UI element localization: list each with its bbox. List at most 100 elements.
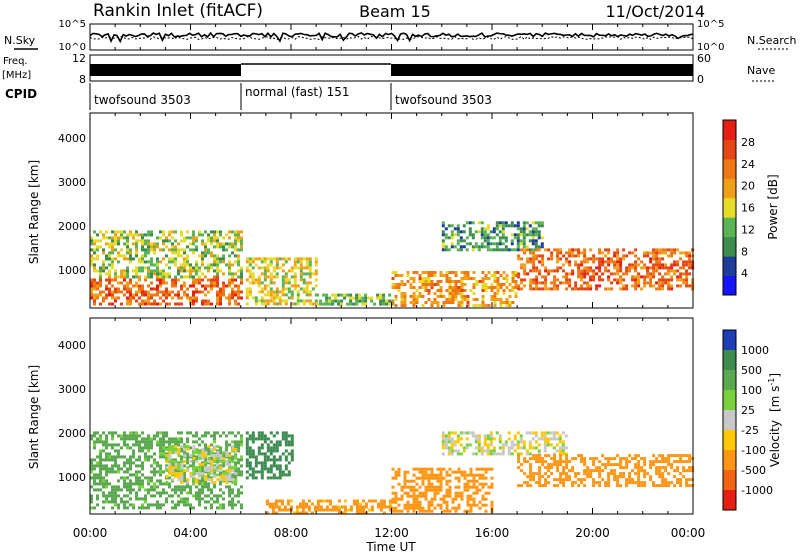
- heatmap-cell: [489, 440, 493, 444]
- heatmap-cell: [102, 449, 105, 453]
- heatmap-cell: [607, 269, 611, 273]
- heatmap-cell: [123, 284, 126, 288]
- heatmap-cell: [129, 257, 132, 261]
- heatmap-cell: [412, 301, 416, 304]
- heatmap-cell: [174, 472, 178, 475]
- heatmap-cell: [290, 275, 294, 279]
- heatmap-cell: [225, 263, 228, 267]
- heatmap-cell: [234, 302, 237, 306]
- heatmap-cell: [507, 431, 511, 435]
- heatmap-cell: [421, 482, 425, 486]
- heatmap-cell: [105, 485, 108, 489]
- heatmap-cell: [436, 479, 440, 483]
- heatmap-cell: [144, 497, 147, 501]
- heatmap-cell: [284, 473, 288, 477]
- heatmap-cell: [480, 236, 484, 240]
- heatmap-cell: [159, 437, 162, 441]
- heatmap-cell: [601, 469, 605, 473]
- heatmap-cell: [165, 287, 168, 291]
- heatmap-cell: [159, 272, 162, 276]
- heatmap-cell: [307, 508, 311, 512]
- heatmap-cell: [481, 304, 485, 307]
- heatmap-cell: [661, 466, 665, 470]
- heatmap-cell: [159, 482, 162, 486]
- heatmap-cell: [174, 445, 178, 448]
- heatmap-cell: [219, 469, 223, 472]
- heatmap-cell: [532, 254, 536, 258]
- heatmap-cell: [565, 454, 569, 458]
- heatmap-cell: [646, 281, 650, 285]
- heatmap-cell: [165, 296, 168, 300]
- freq-ytick-bottom: 8: [79, 73, 86, 86]
- heatmap-cell: [201, 472, 205, 475]
- heatmap-cell: [495, 227, 499, 231]
- heatmap-cell: [556, 460, 560, 464]
- heatmap-cell: [266, 458, 270, 462]
- heatmap-cell: [296, 302, 300, 306]
- heatmap-cell: [99, 278, 102, 282]
- heatmap-cell: [535, 460, 539, 464]
- heatmap-cell: [281, 278, 285, 282]
- heatmap-cell: [493, 274, 497, 277]
- heatmap-cell: [424, 497, 428, 501]
- heatmap-cell: [448, 289, 452, 292]
- heatmap-cell: [123, 503, 126, 507]
- heatmap-cell: [427, 271, 431, 274]
- heatmap-cell: [685, 272, 689, 276]
- heatmap-cell: [168, 275, 171, 279]
- power-colorbar-tick: 28: [741, 136, 755, 149]
- heatmap-cell: [577, 263, 581, 267]
- heatmap-cell: [150, 242, 153, 246]
- heatmap-cell: [213, 284, 216, 288]
- heatmap-cell: [661, 454, 665, 458]
- heatmap-cell: [571, 287, 575, 291]
- heatmap-cell: [90, 248, 93, 252]
- heatmap-cell: [275, 464, 279, 468]
- heatmap-cell: [240, 278, 243, 282]
- heatmap-cell: [290, 458, 294, 462]
- heatmap-cell: [501, 443, 505, 447]
- heatmap-cell: [667, 281, 671, 285]
- heatmap-cell: [280, 508, 284, 512]
- heatmap-cell: [156, 302, 159, 306]
- heatmap-cell: [260, 302, 264, 306]
- heatmap-cell: [450, 443, 454, 447]
- heatmap-cell: [105, 293, 108, 297]
- heatmap-cell: [531, 221, 535, 225]
- heatmap-cell: [505, 301, 509, 304]
- heatmap-cell: [520, 281, 524, 285]
- heatmap-cell: [204, 299, 207, 303]
- heatmap-cell: [213, 448, 217, 451]
- heatmap-cell: [198, 475, 202, 478]
- heatmap-cell: [466, 304, 470, 307]
- heatmap-cell: [658, 284, 662, 288]
- heatmap-cell: [302, 290, 306, 294]
- heatmap-cell: [114, 503, 117, 507]
- heatmap-cell: [168, 485, 171, 489]
- heatmap-cell: [183, 263, 186, 267]
- heatmap-cell: [454, 295, 458, 298]
- heatmap-cell: [192, 302, 195, 306]
- heatmap-cell: [495, 245, 499, 249]
- heatmap-cell: [595, 266, 599, 270]
- heatmap-cell: [150, 437, 153, 441]
- heatmap-cell: [162, 257, 165, 261]
- heatmap-cell: [652, 248, 656, 252]
- heatmap-cell: [481, 298, 485, 301]
- heatmap-cell: [523, 269, 527, 273]
- heatmap-cell: [177, 302, 180, 306]
- heatmap-cell: [99, 275, 102, 279]
- heatmap-cell: [664, 484, 668, 488]
- xtick-label: 20:00: [575, 526, 610, 540]
- heatmap-cell: [453, 431, 457, 435]
- heatmap-cell: [260, 467, 264, 471]
- heatmap-cell: [535, 457, 539, 461]
- heatmap-cell: [90, 296, 93, 300]
- heatmap-cell: [207, 290, 210, 294]
- heatmap-cell: [248, 287, 252, 291]
- heatmap-cell: [643, 266, 647, 270]
- heatmap-cell: [263, 266, 267, 270]
- heatmap-cell: [147, 290, 150, 294]
- heatmap-cell: [201, 257, 204, 261]
- heatmap-cell: [445, 280, 449, 283]
